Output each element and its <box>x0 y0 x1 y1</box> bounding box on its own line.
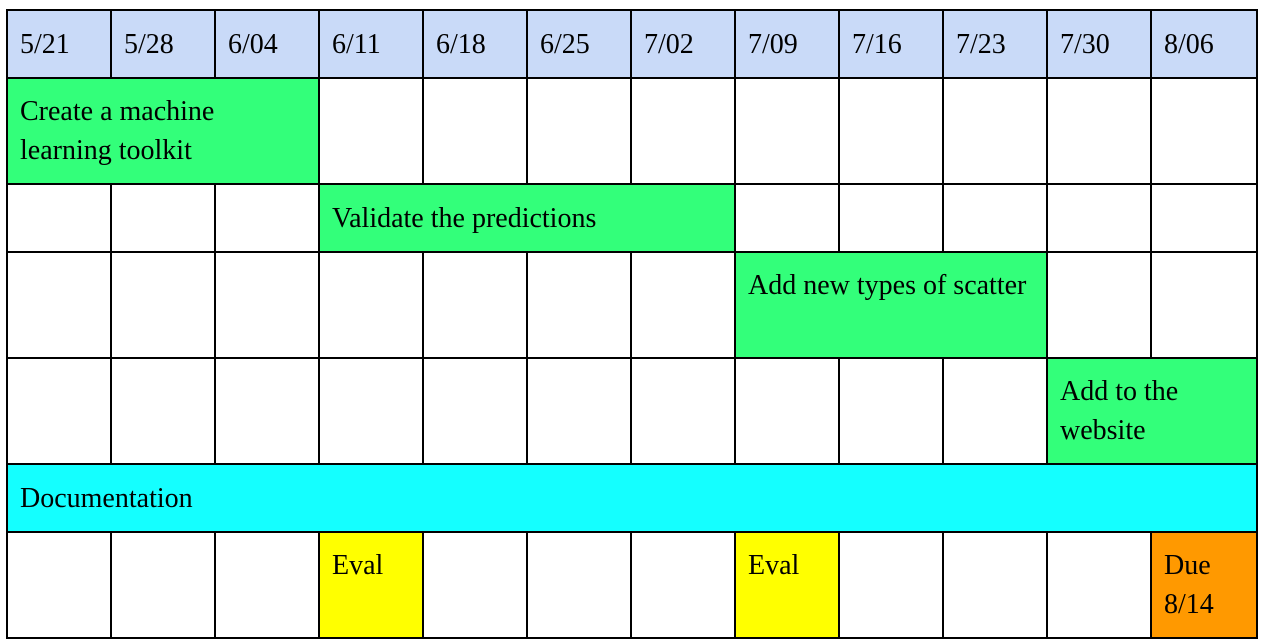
empty-cell <box>422 251 528 359</box>
eval-milestone: Eval <box>318 531 424 639</box>
week-header-row: 5/21 5/28 6/04 6/11 6/18 6/25 7/02 7/09 … <box>6 9 1258 79</box>
week-header-cell: 7/02 <box>630 9 736 79</box>
empty-cell <box>422 77 528 185</box>
empty-cell <box>942 183 1048 253</box>
week-header-cell: 7/23 <box>942 9 1048 79</box>
empty-cell <box>1046 531 1152 639</box>
empty-cell <box>318 77 424 185</box>
empty-cell <box>6 183 112 253</box>
empty-cell <box>838 531 944 639</box>
empty-cell <box>110 183 216 253</box>
task-row: Add to the website <box>6 357 1258 465</box>
empty-cell <box>526 531 632 639</box>
task-bar: Add to the website <box>1046 357 1258 465</box>
empty-cell <box>110 531 216 639</box>
empty-cell <box>942 531 1048 639</box>
task-bar: Validate the predictions <box>318 183 736 253</box>
empty-cell <box>1150 251 1258 359</box>
week-header-cell: 8/06 <box>1150 9 1258 79</box>
empty-cell <box>214 357 320 465</box>
empty-cell <box>734 357 840 465</box>
empty-cell <box>942 77 1048 185</box>
empty-cell <box>422 357 528 465</box>
empty-cell <box>110 357 216 465</box>
week-header-cell: 6/11 <box>318 9 424 79</box>
week-header-cell: 7/30 <box>1046 9 1152 79</box>
empty-cell <box>6 357 112 465</box>
empty-cell <box>838 77 944 185</box>
week-header-cell: 6/18 <box>422 9 528 79</box>
week-header-cell: 5/28 <box>110 9 216 79</box>
empty-cell <box>526 251 632 359</box>
empty-cell <box>110 251 216 359</box>
gantt-schedule-table: 5/21 5/28 6/04 6/11 6/18 6/25 7/02 7/09 … <box>6 9 1258 639</box>
due-milestone: Due 8/14 <box>1150 531 1258 639</box>
empty-cell <box>422 531 528 639</box>
empty-cell <box>1150 183 1258 253</box>
empty-cell <box>1046 183 1152 253</box>
empty-cell <box>318 251 424 359</box>
week-header-cell: 5/21 <box>6 9 112 79</box>
empty-cell <box>838 183 944 253</box>
empty-cell <box>734 183 840 253</box>
eval-milestone: Eval <box>734 531 840 639</box>
week-header-cell: 7/09 <box>734 9 840 79</box>
empty-cell <box>1046 251 1152 359</box>
empty-cell <box>214 251 320 359</box>
empty-cell <box>6 251 112 359</box>
documentation-row: Documentation <box>6 463 1258 533</box>
week-header-cell: 7/16 <box>838 9 944 79</box>
empty-cell <box>734 77 840 185</box>
task-row: Validate the predictions <box>6 183 1258 253</box>
milestone-row: Eval Eval Due 8/14 <box>6 531 1258 639</box>
empty-cell <box>214 183 320 253</box>
empty-cell <box>526 357 632 465</box>
task-row: Create a machine learning toolkit <box>6 77 1258 185</box>
empty-cell <box>526 77 632 185</box>
empty-cell <box>630 531 736 639</box>
week-header-cell: 6/04 <box>214 9 320 79</box>
task-bar: Create a machine learning toolkit <box>6 77 320 185</box>
task-bar: Add new types of scatter <box>734 251 1048 359</box>
empty-cell <box>630 357 736 465</box>
empty-cell <box>6 531 112 639</box>
empty-cell <box>630 251 736 359</box>
task-row: Add new types of scatter <box>6 251 1258 359</box>
documentation-bar: Documentation <box>6 463 1258 533</box>
empty-cell <box>630 77 736 185</box>
week-header-cell: 6/25 <box>526 9 632 79</box>
empty-cell <box>838 357 944 465</box>
empty-cell <box>214 531 320 639</box>
empty-cell <box>318 357 424 465</box>
empty-cell <box>1150 77 1258 185</box>
empty-cell <box>942 357 1048 465</box>
empty-cell <box>1046 77 1152 185</box>
